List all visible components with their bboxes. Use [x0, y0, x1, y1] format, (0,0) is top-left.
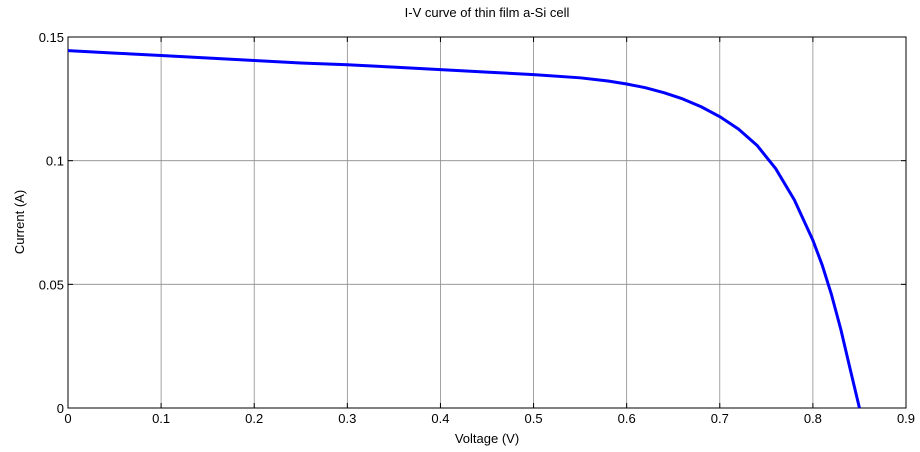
ticks: 0 0.1 0.2 0.3 0.4 0.5 0.6 0.7 0.8 0.9 0 0.05 0.1 0.15	[39, 30, 915, 426]
x-tick-label: 0.2	[245, 411, 263, 426]
y-tick-label: 0	[57, 401, 64, 416]
x-tick-label: 0.9	[897, 411, 915, 426]
x-tick-label: 0	[64, 411, 71, 426]
plot-frame	[67, 36, 907, 409]
chart-title: I-V curve of thin film a-Si cell	[405, 5, 570, 20]
x-axis-label: Voltage (V)	[455, 431, 519, 446]
y-axis-label: Current (A)	[12, 190, 27, 254]
x-tick-label: 0.3	[338, 411, 356, 426]
plot-background	[68, 37, 906, 408]
x-tick-label: 0.4	[431, 411, 449, 426]
y-tick-label: 0.05	[39, 277, 64, 292]
series-layer	[67, 49, 861, 409]
x-tick-label: 0.1	[152, 411, 170, 426]
series-line	[67, 49, 861, 409]
y-tick-label: 0.15	[39, 30, 64, 45]
x-tick-label: 0.8	[804, 411, 822, 426]
y-tick-label: 0.1	[46, 154, 64, 169]
grid	[68, 37, 906, 408]
x-tick-label: 0.7	[711, 411, 729, 426]
x-tick-label: 0.5	[525, 411, 543, 426]
x-tick-label: 0.6	[618, 411, 636, 426]
